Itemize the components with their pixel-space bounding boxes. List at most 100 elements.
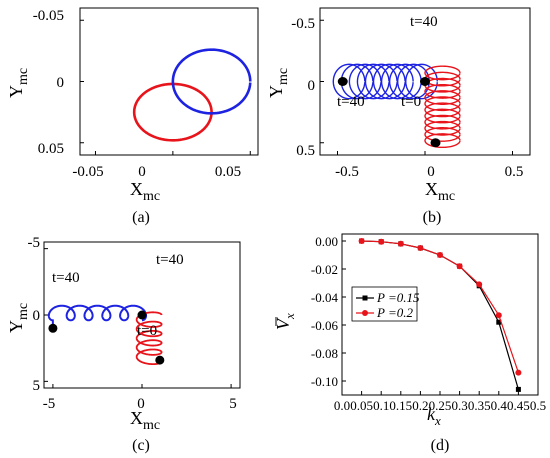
panel-a-xlabel: Xmc bbox=[130, 179, 160, 204]
panel-b-xtick-3: 0.5 bbox=[505, 164, 524, 180]
panel-c-marker-2 bbox=[155, 355, 165, 365]
panel-b-label: (b) bbox=[423, 209, 442, 226]
panel-d-ticks bbox=[341, 240, 539, 395]
panel-b-marker-1 bbox=[430, 138, 441, 148]
panel-b-ylabel: Ymc bbox=[266, 68, 291, 98]
panel-d-point-s2-1 bbox=[358, 238, 365, 244]
panel-a-orbit-1 bbox=[132, 82, 213, 142]
legend-label-2: P =0.2 bbox=[376, 305, 413, 320]
panel-d-xlabel: kx bbox=[427, 404, 441, 428]
panel-d-point-s2-2 bbox=[378, 238, 385, 245]
panel-c-curves bbox=[47, 304, 165, 366]
panel-b-blue-loop-7 bbox=[356, 63, 390, 100]
panel-b-blue-loop-6 bbox=[364, 63, 398, 100]
panel-b-red-loop-12 bbox=[424, 133, 461, 149]
panel-b-blue-loop-4 bbox=[380, 63, 414, 100]
panel-b-ticks bbox=[320, 19, 513, 155]
panel-d-yticklabel-1: 0.00 bbox=[315, 234, 338, 249]
panel-c-ytick-1: -5 bbox=[28, 235, 41, 251]
panel-a-curves bbox=[132, 48, 252, 142]
panel-c-xtick-2: 0 bbox=[137, 396, 145, 412]
panel-c: -5 0 5 -5 0 5 Xmc Ymc t=40 t=40 t=0 (c) bbox=[6, 235, 241, 454]
panel-a-xtick-2: 0 bbox=[138, 164, 146, 180]
legend-marker-2 bbox=[362, 310, 368, 316]
panel-c-label: (c) bbox=[132, 437, 150, 454]
panel-c-ytick-2: 0 bbox=[33, 308, 41, 324]
panel-b-blue-loop-2 bbox=[396, 63, 430, 100]
panel-b-blue-loop-10 bbox=[332, 63, 366, 100]
panel-d-xticklabel-11: 0.5 bbox=[530, 398, 546, 413]
panel-d-point-s1-9 bbox=[515, 386, 521, 392]
panel-c-red-path bbox=[135, 311, 163, 366]
panel-c-annot-1: t=40 bbox=[156, 252, 184, 268]
panel-b: -0.5 0 0.5 -0.5 0 0.5 Xmc Ymc t=40 t=40 … bbox=[266, 7, 531, 226]
panel-b-xtick-1: -0.5 bbox=[335, 164, 359, 180]
panel-b-blue-loop-3 bbox=[388, 63, 422, 100]
panel-b-blue-loop-5 bbox=[372, 63, 406, 100]
panel-d-xticklabel-6: 0.25 bbox=[429, 398, 452, 413]
panel-b-marker-2 bbox=[337, 77, 348, 86]
panel-a-xtick-1: -0.05 bbox=[72, 164, 103, 180]
panel-c-xtick-3: 5 bbox=[229, 396, 237, 412]
panel-d-ylabel: Vx bbox=[273, 313, 297, 330]
panel-a-frame bbox=[79, 7, 259, 156]
legend-label-1: P =0.15 bbox=[376, 290, 420, 305]
panel-b-curves bbox=[332, 63, 461, 149]
panel-b-red-loop-11 bbox=[424, 127, 461, 142]
panel-c-marker-1 bbox=[48, 323, 58, 333]
panel-b-ytick-1: -0.5 bbox=[291, 16, 315, 32]
panel-d-point-s2-6 bbox=[456, 263, 463, 270]
panel-a-ytick-3: 0.05 bbox=[38, 141, 64, 157]
panel-d-point-s2-7 bbox=[476, 281, 483, 288]
panel-b-blue-loop-8 bbox=[348, 63, 382, 100]
panel-c-annot-2: t=40 bbox=[52, 270, 80, 286]
panel-d-yticklabel-5: -0.08 bbox=[311, 346, 338, 361]
panel-a-orbit-2 bbox=[171, 48, 252, 115]
panel-a-xtick-3: 0.05 bbox=[215, 164, 241, 180]
panel-b-xtick-2: 0 bbox=[427, 164, 435, 180]
panel-d-xticklabel-7: 0.3 bbox=[451, 398, 467, 413]
panel-a-label: (a) bbox=[132, 209, 150, 226]
panel-d-legend: P =0.15 P =0.2 bbox=[351, 286, 420, 322]
panel-a-ylabel: Ymc bbox=[6, 68, 31, 98]
panel-d-xticklabel-9: 0.4 bbox=[491, 398, 508, 413]
panel-d: 0.0 0.05 0.1 0.15 0.2 0.25 0.3 0.35 0.4 0.45 0.5 0.… bbox=[273, 233, 546, 454]
panel-d-ticklabels: 0.0 0.05 0.1 0.15 0.2 0.25 0.3 0.35 0.4 0.45 0.5 0.… bbox=[311, 234, 546, 413]
panel-c-ylabel: Ymc bbox=[6, 303, 31, 333]
panel-d-xticklabel-3: 0.1 bbox=[373, 398, 389, 413]
panel-d-xticklabel-1: 0.0 bbox=[334, 398, 350, 413]
panel-d-point-s2-5 bbox=[437, 252, 443, 258]
panel-d-point-s2-9 bbox=[515, 369, 522, 376]
panel-d-yticklabel-4: -0.06 bbox=[311, 318, 339, 333]
panel-d-series bbox=[358, 238, 522, 392]
panel-a: -0.05 0 0.05 -0.05 0 0.05 Xmc Ymc (a) bbox=[6, 7, 259, 226]
panel-d-xticklabel-5: 0.2 bbox=[412, 398, 428, 413]
panel-d-yticklabel-6: -0.10 bbox=[311, 374, 338, 389]
panel-c-xtick-1: -5 bbox=[43, 396, 56, 412]
panel-c-annot-3: t=0 bbox=[137, 323, 157, 339]
panel-d-point-s2-3 bbox=[397, 240, 404, 247]
panel-c-ticks bbox=[44, 248, 232, 388]
panel-a-ytick-1: -0.05 bbox=[33, 8, 64, 24]
panel-a-ytick-2: 0 bbox=[57, 75, 65, 91]
panel-b-xlabel: Xmc bbox=[425, 179, 455, 204]
svg-text:Vx: Vx bbox=[273, 313, 297, 330]
panel-d-xticklabel-10: 0.45 bbox=[507, 398, 530, 413]
panel-b-marker-3 bbox=[420, 77, 430, 86]
panel-b-annot-1: t=40 bbox=[410, 14, 438, 30]
legend-box bbox=[351, 286, 418, 322]
panel-b-annot-3: t=0 bbox=[401, 94, 421, 110]
panel-d-xticklabel-4: 0.15 bbox=[389, 398, 412, 413]
panel-d-yticklabel-2: -0.02 bbox=[311, 262, 338, 277]
panel-d-yticklabel-3: -0.04 bbox=[311, 290, 339, 305]
panel-b-ytick-2: 0 bbox=[308, 78, 316, 94]
panel-d-point-s2-4 bbox=[417, 245, 424, 251]
panel-d-xticklabel-2: 0.05 bbox=[350, 398, 373, 413]
panel-a-ticks bbox=[80, 19, 251, 155]
panel-d-point-s1-8 bbox=[496, 319, 502, 325]
panel-d-point-s2-8 bbox=[495, 312, 502, 319]
panel-c-ytick-3: 5 bbox=[33, 378, 41, 394]
panel-b-annot-2: t=40 bbox=[337, 94, 365, 110]
panel-b-blue-loop-1 bbox=[405, 63, 438, 100]
